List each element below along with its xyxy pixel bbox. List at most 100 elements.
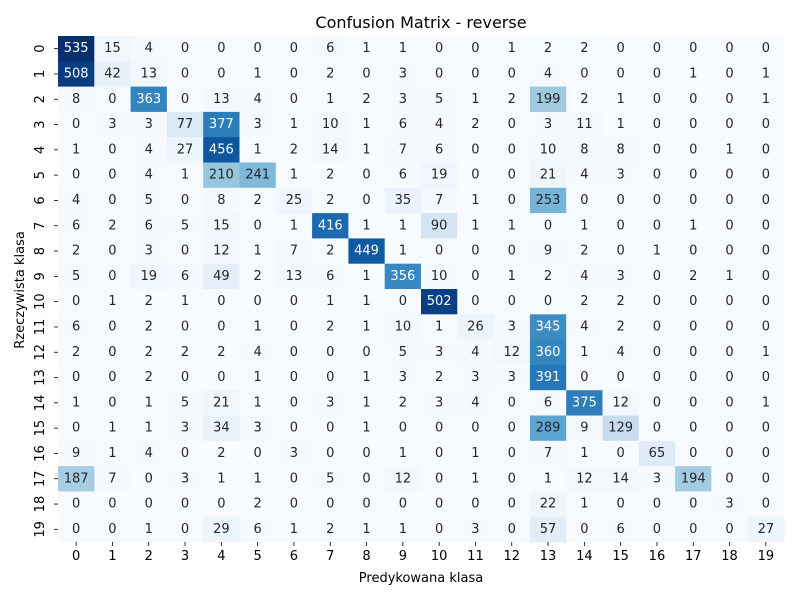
cell-value-5-14: 4 (580, 168, 588, 183)
heatmap-cell-10-9 (384, 289, 422, 315)
heatmap-cell-17-18 (711, 466, 749, 492)
heatmap-cell-0-19 (747, 36, 785, 62)
cell-value-10-4: 0 (217, 294, 225, 309)
heatmap-cell-12-18 (711, 339, 749, 366)
heatmap-cell-5-12 (493, 162, 531, 189)
heatmap-cell-11-6 (275, 314, 313, 341)
cell-value-18-16: 0 (653, 497, 661, 512)
cell-value-5-9: 6 (399, 168, 407, 183)
heatmap-cell-1-13 (529, 61, 567, 88)
heatmap-cell-11-0 (58, 314, 95, 341)
cell-value-14-7: 3 (326, 395, 334, 410)
cell-value-19-8: 1 (362, 522, 370, 537)
cell-value-16-17: 0 (689, 446, 697, 461)
heatmap-cell-16-14 (566, 440, 603, 467)
cell-value-16-14: 1 (580, 446, 588, 461)
cell-value-10-17: 0 (689, 294, 697, 309)
cell-value-5-16: 0 (653, 168, 661, 183)
heatmap-cell-6-18 (711, 187, 749, 214)
cell-value-17-2: 0 (145, 471, 153, 486)
cell-value-15-9: 0 (399, 421, 407, 436)
cell-value-7-4: 15 (213, 218, 230, 233)
x-tick-label-7: 7 (326, 549, 334, 564)
cell-value-9-8: 1 (362, 269, 370, 284)
heatmap-cell-16-9 (384, 440, 422, 467)
cell-value-14-9: 2 (399, 395, 407, 410)
heatmap-cell-19-17 (675, 516, 712, 543)
cell-value-6-4: 8 (217, 193, 225, 208)
heatmap-cell-2-11 (457, 86, 495, 113)
cell-value-2-2: 363 (136, 92, 161, 107)
heatmap-cell-12-8 (348, 339, 386, 366)
heatmap-cell-5-7 (312, 162, 349, 189)
heatmap-cell-18-17 (675, 491, 712, 518)
cell-value-4-17: 0 (689, 142, 697, 157)
heatmap-cell-13-11 (457, 364, 495, 391)
heatmap-cell-13-2 (130, 364, 168, 391)
heatmap-cell-17-10 (421, 466, 458, 492)
cell-value-6-3: 0 (181, 193, 189, 208)
cell-value-3-12: 0 (508, 117, 516, 132)
cell-value-12-11: 4 (471, 345, 479, 360)
cell-value-1-8: 0 (362, 66, 370, 81)
heatmap-cell-16-13 (529, 440, 567, 467)
cell-value-4-8: 1 (362, 142, 370, 157)
heatmap-cell-11-11 (457, 314, 495, 341)
cell-value-10-3: 1 (181, 294, 189, 309)
heatmap-cell-3-18 (711, 111, 749, 138)
cell-value-18-15: 0 (617, 497, 625, 512)
cell-value-19-18: 0 (725, 522, 733, 537)
heatmap-cell-17-4 (203, 466, 240, 492)
heatmap-cell-19-0 (58, 516, 95, 543)
cell-value-15-10: 0 (435, 421, 443, 436)
heatmap-cell-18-15 (602, 491, 640, 518)
cell-value-4-12: 0 (508, 142, 516, 157)
heatmap-cell-14-18 (711, 390, 749, 416)
x-tick-label-18: 18 (721, 549, 738, 564)
cell-value-9-11: 0 (471, 269, 479, 284)
heatmap-cell-7-11 (457, 213, 495, 239)
heatmap-cell-19-12 (493, 516, 531, 543)
heatmap-cell-0-0 (58, 36, 95, 62)
cell-value-6-16: 0 (653, 193, 661, 208)
cell-value-12-15: 4 (617, 345, 625, 360)
heatmap-cell-11-14 (566, 314, 603, 341)
heatmap-cell-16-6 (275, 440, 313, 467)
heatmap-cell-16-1 (94, 440, 132, 467)
heatmap-cell-18-2 (130, 491, 168, 518)
heatmap-cell-15-3 (166, 415, 204, 442)
heatmap-cell-12-17 (675, 339, 712, 366)
cell-value-3-8: 1 (362, 117, 370, 132)
cell-value-14-11: 4 (471, 395, 479, 410)
heatmap-cell-6-9 (384, 187, 422, 214)
heatmap-cell-2-1 (94, 86, 132, 113)
cell-value-2-1: 0 (108, 92, 116, 107)
heatmap-cell-11-10 (421, 314, 458, 341)
heatmap-cell-12-15 (602, 339, 640, 366)
cell-value-5-15: 3 (617, 168, 625, 183)
y-tick-label-6: 6 (33, 196, 48, 204)
cell-value-17-15: 14 (612, 471, 629, 486)
heatmap-cell-16-15 (602, 440, 640, 467)
cell-value-1-3: 0 (181, 66, 189, 81)
heatmap-cell-0-15 (602, 36, 640, 62)
heatmap-cell-4-16 (638, 137, 676, 163)
heatmap-cell-2-2 (130, 86, 168, 113)
heatmap-cell-6-13 (529, 187, 567, 214)
cell-value-16-2: 4 (145, 446, 153, 461)
cell-value-2-11: 1 (471, 92, 479, 107)
heatmap-cell-2-3 (166, 86, 204, 113)
heatmap-cell-12-4 (203, 339, 240, 366)
heatmap-cell-1-3 (166, 61, 204, 88)
heatmap-cell-6-10 (421, 187, 458, 214)
heatmap-cell-14-11 (457, 390, 495, 416)
heatmap-cell-16-10 (421, 440, 458, 467)
heatmap-cell-17-6 (275, 466, 313, 492)
cell-value-14-13: 6 (544, 395, 552, 410)
heatmap-cell-6-14 (566, 187, 603, 214)
cell-value-6-10: 7 (435, 193, 443, 208)
heatmap-cell-15-7 (312, 415, 349, 442)
cell-value-6-2: 5 (145, 193, 153, 208)
heatmap-cell-0-7 (312, 36, 349, 62)
cell-value-1-10: 0 (435, 66, 443, 81)
